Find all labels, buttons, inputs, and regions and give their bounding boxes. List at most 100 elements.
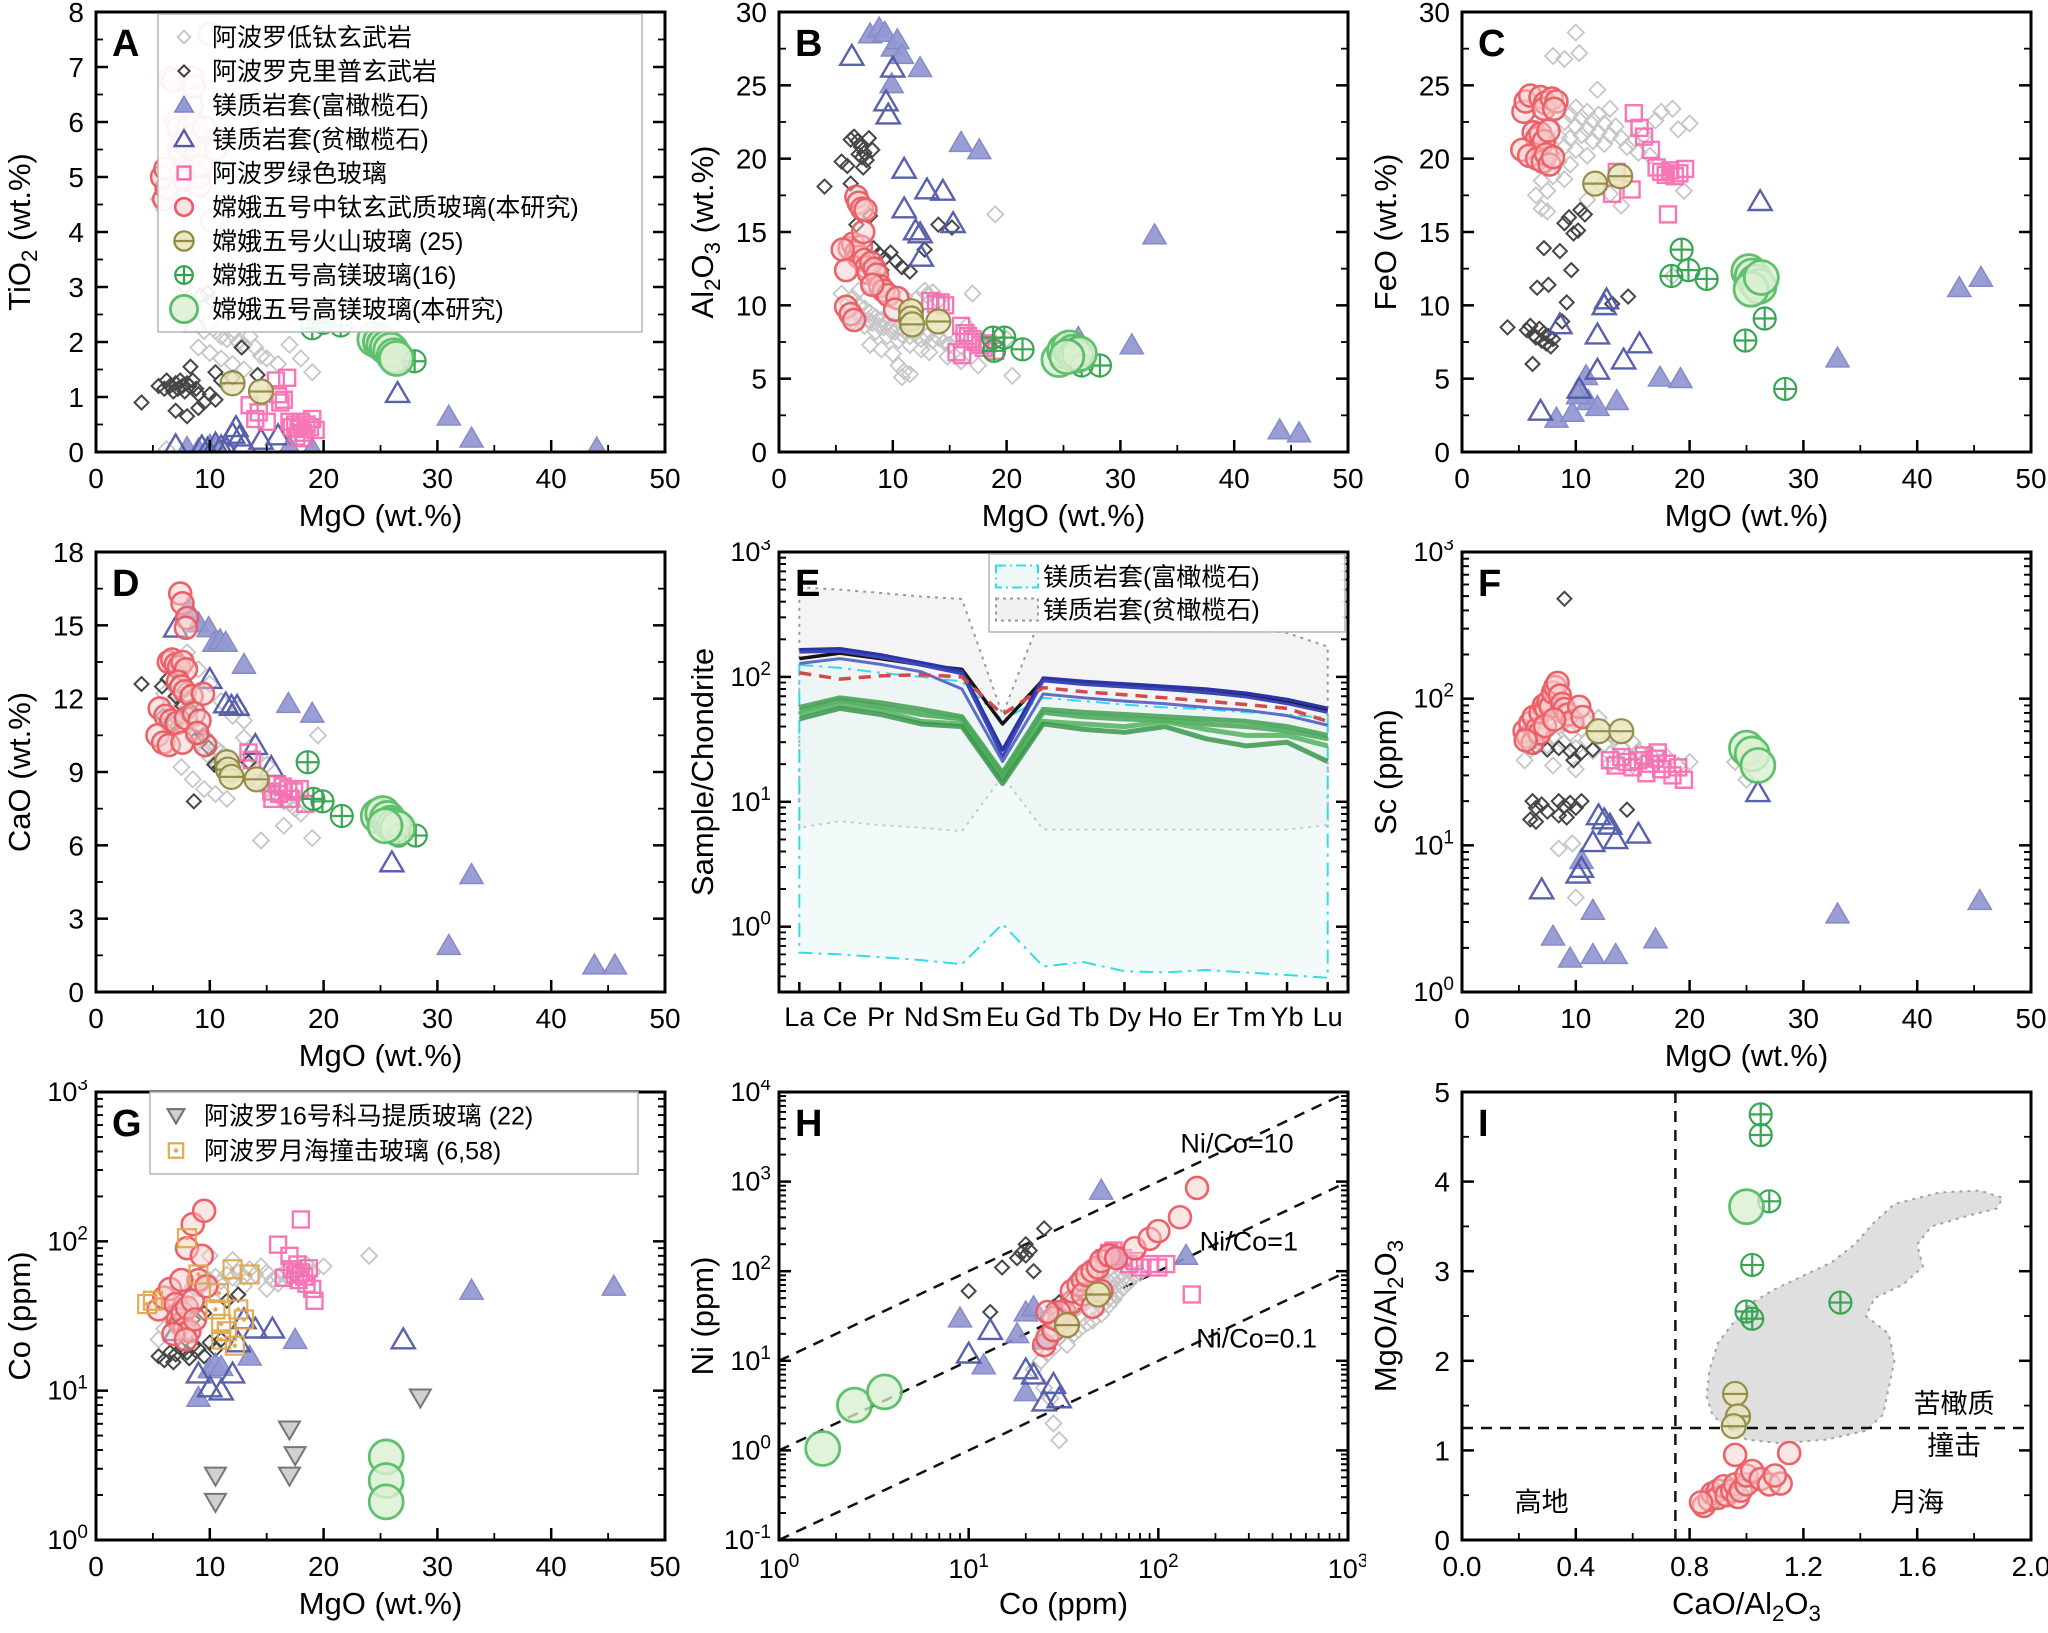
series-ce5-highmg-study <box>359 795 416 847</box>
tick-label: Ce <box>823 1002 858 1032</box>
tick-label: 40 <box>1902 1003 1933 1034</box>
axis-label: Al2O3 (wt.%) <box>685 146 725 319</box>
tick-label: 30 <box>1788 463 1819 494</box>
axis-label: FeO (wt.%) <box>1368 154 1403 311</box>
tick-label: 102 <box>1413 681 1454 714</box>
tick-label: 1 <box>68 382 84 413</box>
tick-label: 0.0 <box>1443 1551 1482 1582</box>
tick-label: 0 <box>1454 463 1470 494</box>
tick-label: Tm <box>1227 1002 1266 1032</box>
tick-label: Yb <box>1271 1002 1304 1032</box>
series-ce5-highmg16 <box>1659 237 1798 402</box>
tick-label: 100 <box>730 1432 771 1465</box>
panel-a-chart: 0 10 20 30 40 50 0 1 2 3 4 5 6 7 8 MgO (wt.%) TiO2 (wt.%… <box>2 0 681 533</box>
tick-label: Dy <box>1108 1002 1141 1032</box>
panel-letter: H <box>795 1103 822 1145</box>
ree-pattern-line <box>798 695 1329 776</box>
tick-label: 102 <box>730 659 771 692</box>
ree-pattern-line <box>798 705 1329 787</box>
tick-label: 40 <box>1902 463 1933 494</box>
tick-label: 3 <box>1434 1256 1450 1287</box>
tick-label: 1.6 <box>1898 1551 1937 1582</box>
plot-area <box>798 586 1329 979</box>
series-ce5-volcanic <box>1582 163 1634 197</box>
tick-label: Er <box>1192 1002 1219 1032</box>
tick-label: 1 <box>1434 1435 1450 1466</box>
tick-label: 8 <box>68 0 84 28</box>
tick-label: 103 <box>1328 1551 1366 1584</box>
series-mg-suite-rich <box>177 403 607 452</box>
plot-area <box>1462 1092 2031 1540</box>
tick-label: 103 <box>47 1080 88 1107</box>
panel-h-chart: Ni/Co=10 Ni/Co=1 Ni/Co=0.1 100 101 102 103 10-1… <box>685 1074 1368 1621</box>
tick-label: 103 <box>730 540 771 567</box>
panel-letter: G <box>112 1103 142 1145</box>
tick-label: 30 <box>422 1551 453 1582</box>
tick-label: 0.4 <box>1556 1551 1595 1582</box>
panel-e: La Ce Pr Nd Sm Eu Gd Tb Dy Ho Er Tm Yb Lu 100 101 102 103… <box>683 534 1366 1080</box>
tick-label: 40 <box>1219 463 1250 494</box>
series-ce5-highmg-study <box>1728 729 1777 784</box>
tick-label: 40 <box>536 1551 567 1582</box>
annotation: Ni/Co=1 <box>1200 1227 1298 1257</box>
tick-label: 1.2 <box>1784 1551 1823 1582</box>
tick-label: 101 <box>1413 827 1454 860</box>
series-ce5-mid-ti <box>1688 1440 1802 1519</box>
tick-label: 30 <box>422 1003 453 1034</box>
axis-label: TiO2 (wt.%) <box>2 153 42 311</box>
tick-label: Tb <box>1068 1002 1100 1032</box>
tick-label: Nd <box>904 1002 939 1032</box>
tick-label: 5 <box>1434 364 1450 395</box>
tick-label: 25 <box>736 70 767 101</box>
tick-label: 40 <box>536 463 567 494</box>
panel-d-chart: 0 10 20 30 40 50 0 3 6 9 12 15 18 MgO (wt.%) CaO (wt.%… <box>2 537 681 1073</box>
tick-label: 10 <box>1419 290 1450 321</box>
series-mg-suite-poor <box>955 1316 1073 1412</box>
panel-letter: F <box>1478 563 1501 605</box>
series-mg-suite-rich <box>857 15 1312 443</box>
tick-label: 101 <box>948 1551 989 1584</box>
tick-label: 25 <box>1419 70 1450 101</box>
tick-label: Eu <box>986 1002 1019 1032</box>
tick-label: 10 <box>1560 463 1591 494</box>
tick-label: 15 <box>736 217 767 248</box>
series-ce5-mid-ti <box>1031 1175 1210 1358</box>
tick-label: Gd <box>1025 1002 1061 1032</box>
panel-f: 0 10 20 30 40 50 100 101 102 103 MgO (wt.%) Sc (ppm… <box>1366 534 2048 1080</box>
tick-label: 10-1 <box>724 1522 771 1555</box>
tick-label: 0 <box>88 1551 104 1582</box>
tick-label: 10 <box>194 463 225 494</box>
tick-label: 30 <box>1788 1003 1819 1034</box>
tick-label: 6 <box>68 830 84 861</box>
tick-label: 50 <box>649 463 680 494</box>
tick-label: 50 <box>649 1551 680 1582</box>
tick-label: 2.0 <box>2012 1551 2048 1582</box>
plot-area <box>816 15 1312 443</box>
legend-item-label: 阿波罗绿色玻璃 <box>212 160 387 188</box>
axis-label: MgO (wt.%) <box>1665 498 1829 533</box>
panel-b-chart: 0 10 20 30 40 50 0 5 10 15 20 25 30 MgO (wt.%) Al2O3 (… <box>685 0 1364 533</box>
panel-letter: B <box>795 23 822 65</box>
tick-label: 0 <box>68 437 84 468</box>
tick-label: 4 <box>1434 1167 1450 1198</box>
tick-label: 7 <box>68 52 84 83</box>
annotation: 苦橄质 <box>1914 1389 1995 1419</box>
series-apollo-green-glass <box>240 368 325 448</box>
legend-item-label: 镁质岩套(贫橄榄石) <box>1043 597 1260 625</box>
series-apollo-kreep <box>816 128 961 281</box>
tick-label: La <box>784 1002 815 1032</box>
tick-label: 0 <box>1434 437 1450 468</box>
axis-label: MgO (wt.%) <box>299 498 463 533</box>
tick-label: 30 <box>422 463 453 494</box>
tick-label: 102 <box>1138 1551 1179 1584</box>
tick-label: 101 <box>47 1373 88 1406</box>
tick-label: 15 <box>1419 217 1450 248</box>
tick-label: 101 <box>730 1343 771 1376</box>
tick-label: 100 <box>1413 974 1454 1007</box>
tick-label: 50 <box>2015 463 2046 494</box>
tick-label: 20 <box>308 1003 339 1034</box>
series-mg-suite-poor <box>1526 187 1774 421</box>
tick-label: 12 <box>53 684 84 715</box>
tick-label: 10 <box>1560 1003 1591 1034</box>
tick-label: 103 <box>730 1164 771 1197</box>
